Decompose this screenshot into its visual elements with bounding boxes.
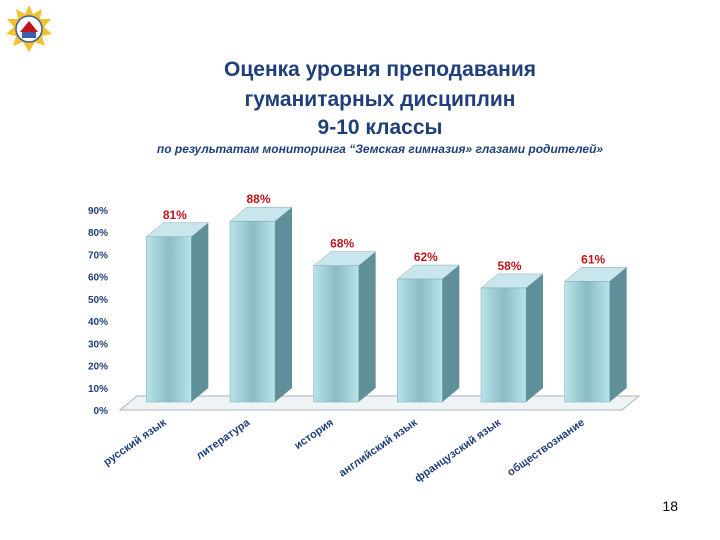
bar-face: [480, 287, 527, 403]
chart-title-line-3: 9-10 классы: [317, 116, 443, 139]
x-category-label: русский язык: [101, 416, 169, 468]
y-tick-label: 0%: [94, 406, 109, 417]
page-number: 18: [662, 498, 678, 514]
bar: [396, 264, 461, 403]
bar-side: [526, 273, 543, 402]
bar-face: [397, 278, 443, 403]
bar: [312, 251, 377, 403]
bar-face: [229, 220, 276, 403]
bar-value-label: 58%: [497, 259, 521, 273]
chart-subtitle: по результатам мониторинга “Земская гимн…: [156, 142, 604, 156]
y-tick-label: 20%: [88, 362, 108, 373]
y-tick-label: 50%: [88, 295, 108, 306]
bar-side: [442, 265, 460, 402]
bar-side: [609, 267, 627, 402]
bar-face: [146, 236, 192, 403]
bar-side: [358, 251, 376, 402]
bar-side: [275, 207, 292, 402]
bar: [229, 206, 293, 403]
x-category-label: обществознание: [505, 417, 587, 479]
y-tick-label: 90%: [88, 206, 108, 217]
y-tick-label: 60%: [88, 273, 108, 284]
chart-floor: [118, 395, 641, 411]
x-category-label: литература: [194, 416, 253, 462]
y-tick-label: 30%: [88, 339, 108, 350]
x-category-label: французский язык: [413, 416, 504, 485]
bar: [145, 222, 210, 403]
chart-title-line-2: гуманитарных дисциплин: [244, 88, 516, 111]
bar-side: [191, 222, 209, 402]
y-tick-label: 70%: [88, 250, 108, 261]
bar: [480, 273, 544, 403]
bar-value-label: 61%: [581, 252, 605, 266]
bar-value-label: 68%: [330, 237, 354, 251]
bar-face: [313, 265, 359, 403]
x-category-label: история: [292, 417, 336, 452]
school-emblem-logo: [6, 5, 52, 52]
chart-title-line-1: Оценка уровня преподавания: [224, 58, 536, 81]
bar-value-label: 81%: [163, 208, 187, 222]
bar-face: [564, 281, 610, 403]
bar-value-label: 88%: [246, 192, 270, 206]
bar-value-label: 62%: [414, 250, 438, 264]
x-category-label: английский язык: [337, 416, 420, 479]
y-tick-label: 40%: [88, 317, 108, 328]
y-tick-label: 10%: [88, 384, 108, 395]
bar: [563, 267, 628, 403]
y-tick-label: 80%: [88, 228, 108, 239]
